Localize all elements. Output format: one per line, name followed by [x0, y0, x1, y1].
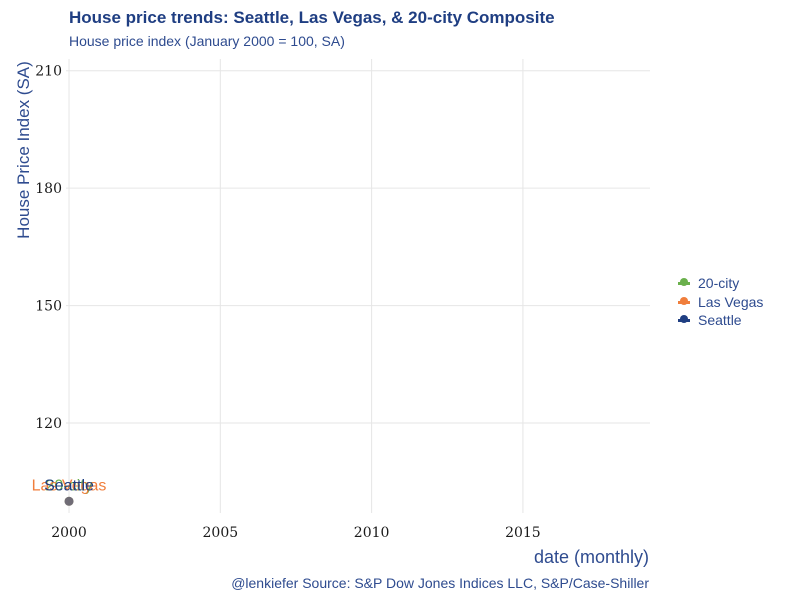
x-tick-label: 2005 [203, 525, 239, 541]
y-tick-label: 120 [35, 416, 62, 432]
legend-label-seattle: Seattle [698, 312, 742, 329]
legend: 20-city Las Vegas Seattle [677, 274, 763, 330]
legend-label-20-city: 20-city [698, 275, 740, 292]
data-point [64, 496, 74, 506]
legend-swatch-seattle [677, 314, 690, 326]
legend-item-20-city: 20-city [677, 274, 763, 293]
chart-caption: @lenkiefer Source: S&P Dow Jones Indices… [231, 575, 649, 591]
legend-swatch-20-city [677, 277, 690, 289]
x-tick-label: 2015 [505, 525, 541, 541]
legend-label-las-vegas: Las Vegas [698, 293, 764, 310]
x-axis-label: date (monthly) [533, 547, 649, 567]
point-label: Seattle [44, 477, 94, 494]
y-tick-label: 210 [35, 64, 62, 80]
x-tick-label: 2000 [51, 525, 87, 541]
chart-subtitle: House price index (January 2000 = 100, S… [69, 33, 345, 49]
x-tick-label: 2010 [354, 525, 390, 541]
point-label: 20-city [45, 477, 92, 494]
legend-item-seattle: Seattle [677, 311, 763, 330]
y-tick-label: 180 [35, 181, 62, 197]
chart-title: House price trends: Seattle, Las Vegas, … [69, 8, 555, 27]
legend-item-las-vegas: Las Vegas [677, 293, 763, 312]
point-label: Las Vegas [32, 477, 107, 494]
y-tick-label: 150 [35, 299, 62, 315]
legend-swatch-las-vegas [677, 296, 690, 308]
